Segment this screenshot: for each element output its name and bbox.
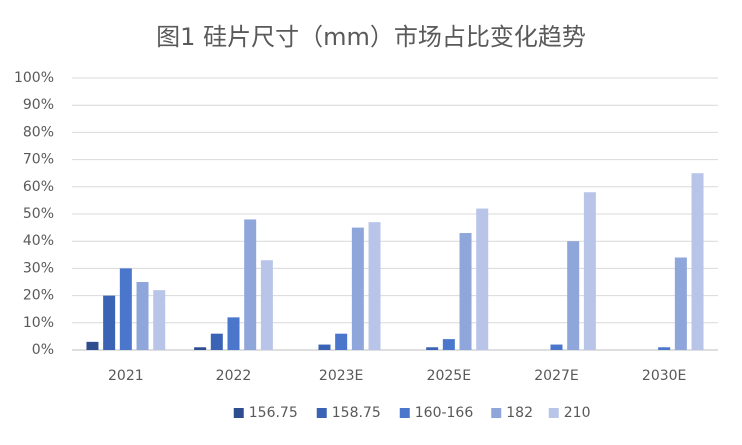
bar — [476, 208, 489, 350]
x-tick-label: 2025E — [427, 368, 471, 384]
bar — [227, 317, 240, 350]
legend-swatch — [548, 408, 559, 418]
bar — [550, 344, 563, 350]
bar — [153, 290, 166, 350]
bar — [691, 173, 704, 350]
bar — [567, 241, 580, 350]
bar — [244, 219, 257, 350]
y-tick-label: 30% — [23, 260, 54, 276]
legend-label: 158.75 — [332, 405, 381, 421]
y-tick-label: 60% — [23, 179, 54, 195]
bar — [426, 347, 439, 350]
bar — [194, 347, 207, 350]
x-tick-label: 2021 — [108, 368, 144, 384]
y-tick-label: 20% — [23, 288, 54, 304]
y-tick-label: 100% — [14, 70, 54, 86]
y-tick-label: 90% — [23, 97, 54, 113]
legend-swatch — [399, 408, 410, 418]
legend-label: 210 — [564, 405, 591, 421]
bar — [351, 227, 364, 350]
bar — [86, 341, 99, 350]
y-tick-label: 70% — [23, 152, 54, 168]
legend-swatch — [316, 408, 327, 418]
legend-label: 156.75 — [249, 405, 298, 421]
bar — [368, 222, 381, 350]
bar — [103, 295, 116, 350]
bar — [442, 339, 455, 350]
y-tick-label: 0% — [32, 342, 54, 358]
y-tick-label: 80% — [23, 124, 54, 140]
x-tick-label: 2027E — [534, 368, 578, 384]
x-tick-label: 2022 — [216, 368, 252, 384]
x-tick-label: 2030E — [642, 368, 686, 384]
chart-title: 图1 硅片尺寸（mm）市场占比变化趋势 — [156, 23, 586, 51]
x-tick-label: 2023E — [319, 368, 363, 384]
bar — [583, 192, 596, 350]
legend-label: 160-166 — [415, 405, 474, 421]
bar — [260, 260, 273, 350]
legend-swatch — [491, 408, 502, 418]
y-tick-label: 40% — [23, 233, 54, 249]
legend-swatch — [233, 408, 244, 418]
bar — [136, 282, 149, 350]
bar — [210, 333, 223, 350]
bar — [119, 268, 132, 350]
bar — [658, 347, 671, 350]
bar — [335, 333, 348, 350]
y-tick-label: 50% — [23, 206, 54, 222]
bar — [318, 344, 331, 350]
bar — [674, 257, 687, 350]
y-tick-label: 10% — [23, 315, 54, 331]
legend-label: 182 — [506, 405, 533, 421]
bar — [459, 233, 472, 350]
